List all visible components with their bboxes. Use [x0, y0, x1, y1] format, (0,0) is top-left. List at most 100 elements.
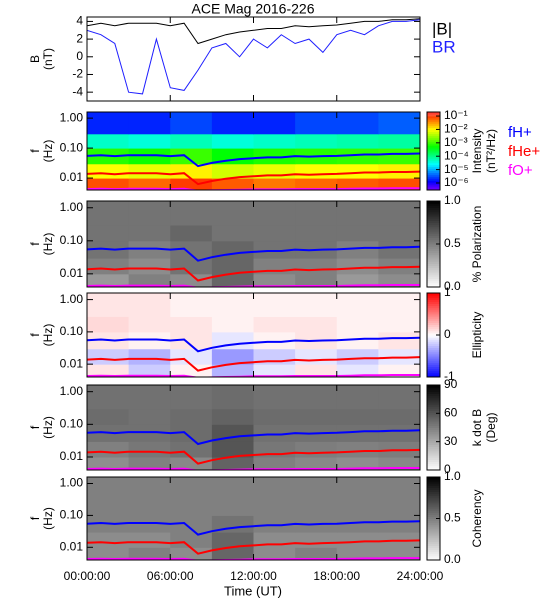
colorbar-strip — [427, 516, 440, 519]
colorbar-strip — [427, 244, 440, 247]
heatmap-cell — [170, 148, 213, 165]
colorbar-strip — [427, 360, 440, 363]
x-tick-label: 12:00:00 — [230, 569, 277, 583]
colorbar-strip — [427, 154, 440, 158]
colorbar-strip — [427, 216, 440, 219]
colorbar-strip — [427, 133, 440, 136]
heatmap-cell — [87, 316, 130, 333]
colorbar-strip — [427, 188, 440, 191]
colorbar-strip — [427, 358, 440, 361]
colorbar-strip — [427, 180, 440, 183]
colorbar-strip — [427, 493, 440, 497]
panel-plot — [87, 293, 420, 377]
heatmap-cell — [128, 163, 171, 179]
colorbar-strip — [427, 284, 440, 288]
colorbar-strip — [427, 164, 440, 168]
x-tick-label: 18:00:00 — [313, 569, 360, 583]
colorbar-strip — [427, 429, 440, 433]
colorbar-strip — [427, 408, 440, 411]
colorbar-strip — [427, 276, 440, 279]
colorbar-strip — [427, 301, 440, 304]
colorbar-strip — [427, 226, 440, 230]
heatmap-cell — [87, 547, 130, 560]
y-axis-label: B — [28, 55, 42, 63]
colorbar-strip — [427, 477, 440, 480]
heatmap-cell — [336, 408, 379, 425]
colorbar-strip — [427, 537, 440, 540]
y-tick-label: 0.01 — [60, 356, 84, 370]
gyrofrequency-line — [87, 152, 420, 168]
colorbar-strip — [427, 209, 440, 213]
y-axis-label: f — [28, 516, 42, 520]
data-line — [87, 18, 420, 45]
heatmap-cell — [378, 273, 420, 287]
y-axis-label: (Hz) — [41, 507, 55, 530]
heatmap-cell — [170, 515, 213, 533]
heatmap-cell — [295, 163, 338, 179]
colorbar-tick-label: 10⁻⁶ — [444, 175, 469, 189]
colorbar-tick-label: 90 — [444, 377, 458, 391]
heatmap-cell — [295, 316, 338, 333]
colorbar-strip — [427, 233, 440, 236]
heatmap-cell — [211, 163, 254, 179]
heatmap-cell — [211, 424, 254, 442]
heatmap-cell — [253, 500, 296, 516]
heatmap-cell — [128, 547, 171, 560]
heatmap-cell — [211, 331, 254, 350]
colorbar-strip — [427, 250, 440, 254]
heatmap-cell — [170, 424, 213, 442]
gyrofrequency-line — [87, 245, 420, 262]
colorbar-label: Coherency — [470, 489, 484, 547]
heatmap-cell — [87, 457, 130, 470]
colorbar-strip — [427, 518, 440, 522]
heatmap-cell — [336, 148, 379, 165]
panel-plot — [87, 18, 420, 95]
heatmap-cell — [128, 258, 171, 275]
colorbar-tick-label: 10⁻¹ — [444, 108, 468, 122]
heatmap-cell — [211, 293, 254, 317]
colorbar-strip — [427, 297, 440, 300]
colorbar-strip — [427, 307, 440, 311]
y-tick-label: 0.10 — [60, 233, 84, 247]
y-axis-label: (Hz) — [41, 324, 55, 347]
colorbar-strip — [427, 282, 440, 286]
colorbar-strip — [427, 335, 440, 338]
heatmap-cell — [336, 163, 379, 179]
colorbar-strip — [427, 274, 440, 277]
heatmap-cell — [211, 316, 254, 333]
y-axis-label: (nT) — [41, 48, 55, 70]
heatmap-cell — [128, 293, 171, 317]
colorbar-strip — [427, 143, 440, 146]
heatmap-cell — [211, 477, 254, 501]
colorbar-strip — [427, 271, 440, 275]
heatmap-cell — [336, 457, 379, 470]
gyrofrequency-line — [87, 265, 420, 282]
heatmap-cell — [336, 424, 379, 442]
heatmap-cell — [253, 477, 296, 501]
colorbar-strip — [427, 119, 440, 123]
colorbar-strip — [427, 362, 440, 365]
heatmap-cell — [253, 408, 296, 425]
colorbar-strip — [427, 145, 440, 148]
colorbar-strip — [427, 450, 440, 454]
y-tick-label: 1.00 — [60, 292, 84, 306]
panel-frame — [86, 16, 421, 102]
colorbar-label: k dot B — [470, 409, 484, 446]
gyrofrequency-line — [87, 336, 420, 353]
y-axis-label: f — [28, 149, 42, 153]
heatmap-cell — [170, 457, 213, 470]
heatmap-cell — [336, 112, 379, 135]
heatmap-cell — [378, 293, 420, 317]
y-tick-label: 0.10 — [60, 324, 84, 338]
heatmap-cell — [378, 316, 420, 333]
colorbar-frame — [426, 384, 441, 471]
heatmap-cell — [170, 385, 213, 410]
heatmap-cell — [378, 500, 420, 516]
colorbar-tick-label: 0.0 — [444, 552, 461, 566]
colorbar-tick-label: 10⁻⁵ — [444, 162, 469, 176]
heatmap-cell — [253, 112, 296, 135]
colorbar-tick-label: 1.0 — [444, 469, 461, 483]
legend-label: BR — [432, 37, 456, 56]
colorbar-strip — [427, 545, 440, 549]
colorbar-strip — [427, 339, 440, 342]
